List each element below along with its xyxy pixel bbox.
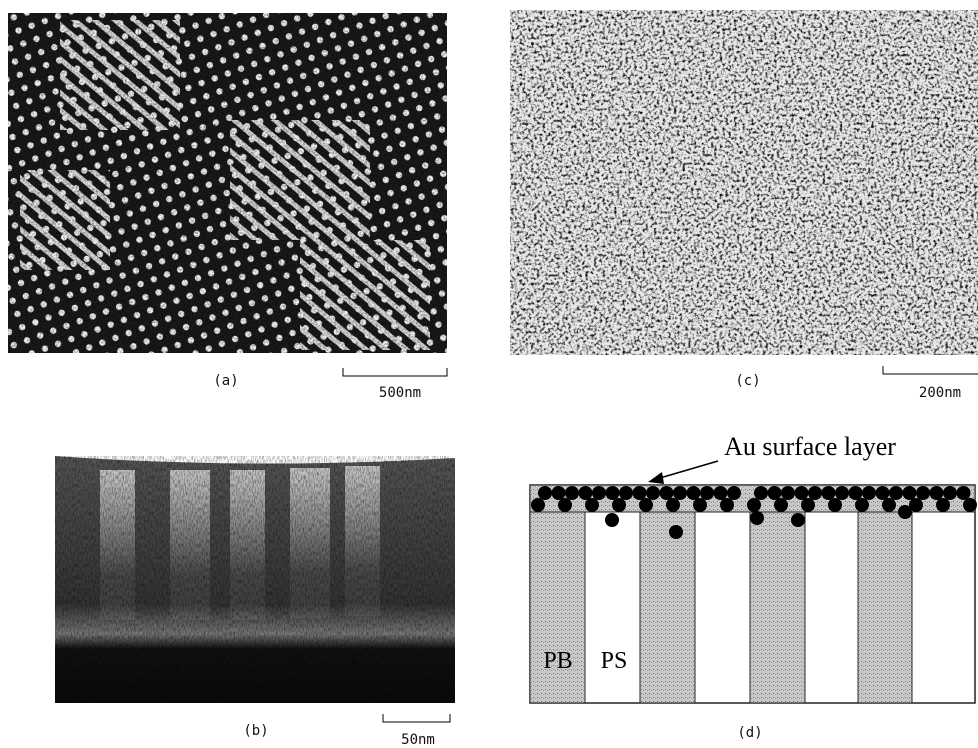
scale-bar [342, 368, 448, 377]
au-particle [855, 498, 869, 512]
au-particle [585, 498, 599, 512]
au-particle [781, 486, 795, 500]
au-particle [808, 486, 822, 500]
au-particle [889, 486, 903, 500]
au-particle [605, 486, 620, 500]
au-particle [801, 498, 815, 512]
au-particle [862, 486, 876, 500]
au-particle [700, 486, 714, 500]
au-particle [750, 511, 764, 525]
au-particle [828, 498, 842, 512]
au-particle [898, 505, 912, 519]
annotation: Au surface layer [724, 432, 896, 461]
au-particle [558, 498, 572, 512]
au-particle [666, 498, 680, 512]
au-particle [578, 486, 593, 500]
scale-bar [382, 714, 451, 723]
au-particle [902, 486, 917, 500]
au-particle [632, 486, 647, 500]
arrow-head [648, 472, 664, 484]
au-particle [963, 498, 977, 512]
phase-label: PB [543, 648, 572, 674]
au-particle [936, 498, 950, 512]
au-particle [875, 486, 890, 500]
panel-label: (a) [213, 373, 238, 389]
au-particle [794, 486, 809, 500]
panel-label: (c) [735, 373, 760, 389]
au-particle [713, 486, 728, 500]
au-particle [686, 486, 701, 500]
au-particle [551, 486, 566, 500]
au-particle [909, 498, 923, 512]
au-particle [646, 486, 660, 500]
au-particle [848, 486, 863, 500]
au-particle [821, 486, 836, 500]
au-particle [531, 498, 545, 512]
au-particle [565, 486, 579, 500]
au-particle [774, 498, 788, 512]
au-particle [747, 498, 761, 512]
scale-label: 200nm [919, 385, 961, 401]
arrow [659, 460, 719, 479]
schematic [529, 484, 977, 704]
au-particle [538, 486, 552, 500]
scale-label: 500nm [379, 385, 421, 401]
micrograph-a [8, 13, 447, 353]
au-particle [619, 486, 633, 500]
au-particle [791, 513, 805, 527]
au-particle [605, 513, 619, 527]
au-particle [592, 486, 606, 500]
au-particle [956, 486, 971, 500]
micrograph-b [55, 456, 455, 703]
au-particle [767, 486, 782, 500]
au-particle [929, 486, 944, 500]
au-particle [693, 498, 707, 512]
au-particle [835, 486, 849, 500]
phase-label: PS [601, 648, 628, 674]
scale-bar [882, 366, 978, 375]
au-particle [882, 498, 896, 512]
scale-label: 50nm [401, 732, 435, 748]
au-particle [612, 498, 626, 512]
panel-label: (d) [737, 725, 762, 741]
micrograph-c [510, 10, 978, 355]
au-particle [669, 525, 683, 539]
au-particle [727, 486, 741, 500]
au-particle [639, 498, 653, 512]
au-particle [720, 498, 734, 512]
panel-label: (b) [243, 723, 268, 739]
au-particle [943, 486, 957, 500]
au-particle [659, 486, 674, 500]
au-particle [754, 486, 768, 500]
au-particle [673, 486, 687, 500]
au-particle [916, 486, 930, 500]
